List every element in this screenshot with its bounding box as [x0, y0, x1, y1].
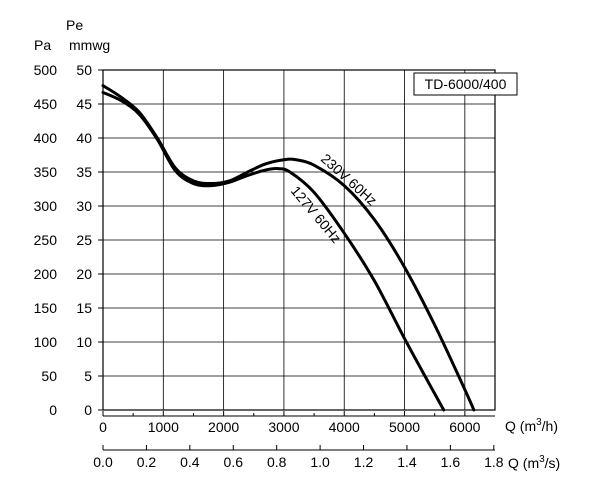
x-axis-m3h: 0 1000 2000 3000 4000 5000 6000 [99, 411, 495, 435]
x-tick-label-m3h: 6000 [449, 419, 480, 435]
mmwg-tick-label: 45 [76, 96, 92, 112]
pa-tick-label: 350 [34, 164, 58, 180]
x-tick-label-m3s: 1.2 [354, 454, 374, 470]
series-label-127v: 127V 60Hz [288, 183, 345, 246]
x-tick-label-m3s: 0.4 [180, 454, 200, 470]
x-tick-label-m3h: 1000 [148, 419, 179, 435]
x-axis-m3s: 0.0 0.2 0.4 0.6 0.8 1.0 1.2 1.4 1.6 1.8 [93, 445, 504, 470]
x-tick-label-m3s: 0.6 [224, 454, 244, 470]
y-axis-unit-mmwg: mmwg [69, 37, 110, 53]
mmwg-tick-label: 50 [76, 62, 92, 78]
mmwg-tick-label: 15 [76, 300, 92, 316]
series-curves [101, 84, 476, 412]
pa-tick-label: 0 [49, 402, 57, 418]
pa-tick-label: 100 [34, 334, 58, 350]
x-axis-label-m3h: Q (m3/h) [505, 417, 558, 434]
chart-title: TD-6000/400 [425, 76, 507, 92]
pa-tick-label: 250 [34, 232, 58, 248]
x-tick-label-m3h: 2000 [208, 419, 239, 435]
mmwg-tick-label: 25 [76, 232, 92, 248]
model-legend-box: TD-6000/400 [413, 72, 518, 96]
plot-frame [102, 69, 496, 411]
x-tick-label-m3s: 1.8 [484, 454, 504, 470]
mmwg-tick-label: 30 [76, 198, 92, 214]
pa-tick-label: 400 [34, 130, 58, 146]
x-tick-label-m3h: 0 [99, 419, 107, 435]
x-tick-label-m3s: 0.8 [267, 454, 287, 470]
mmwg-tick-label: 5 [84, 368, 92, 384]
mmwg-tick-labels: 0 5 10 15 20 25 30 35 40 45 50 [76, 62, 92, 418]
pa-tick-label: 50 [41, 368, 57, 384]
mmwg-tick-label: 0 [84, 402, 92, 418]
mmwg-tick-label: 20 [76, 266, 92, 282]
x-tick-label-m3h: 5000 [389, 419, 420, 435]
chart-grid [98, 69, 495, 411]
pa-tick-labels: 0 50 100 150 200 250 300 350 400 450 500 [34, 62, 58, 418]
x-tick-label-m3s: 0.0 [93, 454, 113, 470]
pa-tick-label: 150 [34, 300, 58, 316]
x-tick-label-m3s: 1.0 [310, 454, 330, 470]
pa-tick-label: 450 [34, 96, 58, 112]
y-axis-unit-pa: Pa [34, 37, 51, 53]
x-axis-label-m3s: Q (m3/s) [508, 454, 560, 471]
y-axis-unit-pe: Pe [66, 17, 83, 33]
x-tick-label-m3h: 4000 [329, 419, 360, 435]
mmwg-tick-label: 35 [76, 164, 92, 180]
pa-tick-label: 300 [34, 198, 58, 214]
series-line-127v-60hz [101, 90, 446, 412]
mmwg-tick-label: 40 [76, 130, 92, 146]
x-tick-label-m3s: 1.6 [441, 454, 461, 470]
x-tick-label-m3s: 0.2 [137, 454, 157, 470]
x-tick-label-m3h: 3000 [268, 419, 299, 435]
pa-tick-label: 200 [34, 266, 58, 282]
mmwg-tick-label: 10 [76, 334, 92, 350]
series-label-230v: 230V 60Hz [318, 150, 380, 208]
x-tick-label-m3s: 1.4 [397, 454, 417, 470]
pa-tick-label: 500 [34, 62, 58, 78]
